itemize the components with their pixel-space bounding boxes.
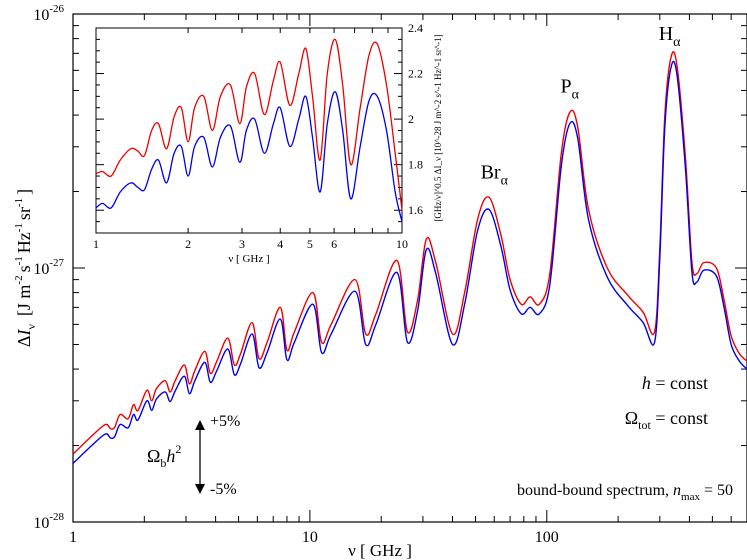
inset-y-tick-label: 1.8 <box>408 158 423 172</box>
inset-x-tick-label: 6 <box>331 237 337 251</box>
x-tick-label: 10 <box>302 529 318 546</box>
series-minus-5-line <box>72 60 747 464</box>
inset-series <box>95 38 403 222</box>
svg-text:[GHz/ν]^0.5 ΔI_ν [10^-28 J m^-: [GHz/ν]^0.5 ΔI_ν [10^-28 J m^-2 s^-1 Hz^… <box>433 34 443 221</box>
inset-y-tick-label: 2.4 <box>408 21 423 35</box>
inset-chart: 1 2 3 4 5 6 10 1.6 1.8 2 2.2 2.4 ν [ GHz ] [GHz/ν]^… <box>93 21 443 265</box>
main-series <box>72 51 747 464</box>
inset-y-tick-label: 2.2 <box>408 67 423 81</box>
y-axis-label: ΔIν[J m-2s-1Hz-1sr-1] <box>13 189 38 347</box>
svg-text:ΔIν[J m-2s-1Hz-1sr-1]: ΔIν[J m-2s-1Hz-1sr-1] <box>13 189 38 347</box>
inset-x-tick-label: 5 <box>307 237 313 251</box>
omega-tot-annotation: Ωtot = const <box>625 408 708 432</box>
minus-five-percent-label: -5% <box>210 481 237 498</box>
y-tick-label: 10-26 <box>33 3 64 24</box>
inset-x-tick-label: 2 <box>185 237 191 251</box>
y-tick-label: 10-27 <box>33 257 64 278</box>
inset-x-tick-label: 10 <box>396 237 408 251</box>
line-labels: Hα Pα Brα <box>481 23 682 189</box>
inset-ticks: 1 2 3 4 5 6 10 1.6 1.8 2 2.2 2.4 <box>93 21 423 251</box>
h-const-annotation: h = const <box>642 373 708 393</box>
spectral-line-label: Hα <box>659 23 681 50</box>
inset-x-tick-label: 3 <box>239 237 245 251</box>
y-tick-label: 10-28 <box>33 511 64 532</box>
spectrum-annotation: bound-bound spectrum, nmax = 50 <box>517 482 733 503</box>
inset-x-tick-label: 1 <box>93 237 99 251</box>
x-tick-label: 100 <box>535 529 559 546</box>
inset-series-plus-5-line <box>95 38 403 211</box>
x-axis-label: ν [ GHz ] <box>348 541 412 560</box>
inset-y-tick-label: 2 <box>408 112 414 126</box>
plus-five-percent-label: +5% <box>210 413 240 430</box>
inset-y-tick-label: 1.6 <box>408 203 423 217</box>
inset-y-axis-label: [GHz/ν]^0.5 ΔI_ν [10^-28 J m^-2 s^-1 Hz^… <box>433 34 443 221</box>
spectral-line-label: Brα <box>481 162 509 189</box>
inset-series-minus-5-line <box>95 91 403 222</box>
inset-x-axis-label: ν [ GHz ] <box>228 253 269 265</box>
inset-x-tick-label: 4 <box>277 237 283 251</box>
spectral-line-label: Pα <box>561 76 580 103</box>
main-ticks: 1 10 100 10-28 10-27 10-26 <box>33 3 747 546</box>
double-arrow-icon <box>195 420 205 494</box>
omega-b-h2-annotation: Ωbh2 <box>147 442 181 470</box>
x-tick-label: 1 <box>69 529 77 546</box>
inset-frame <box>95 27 403 234</box>
